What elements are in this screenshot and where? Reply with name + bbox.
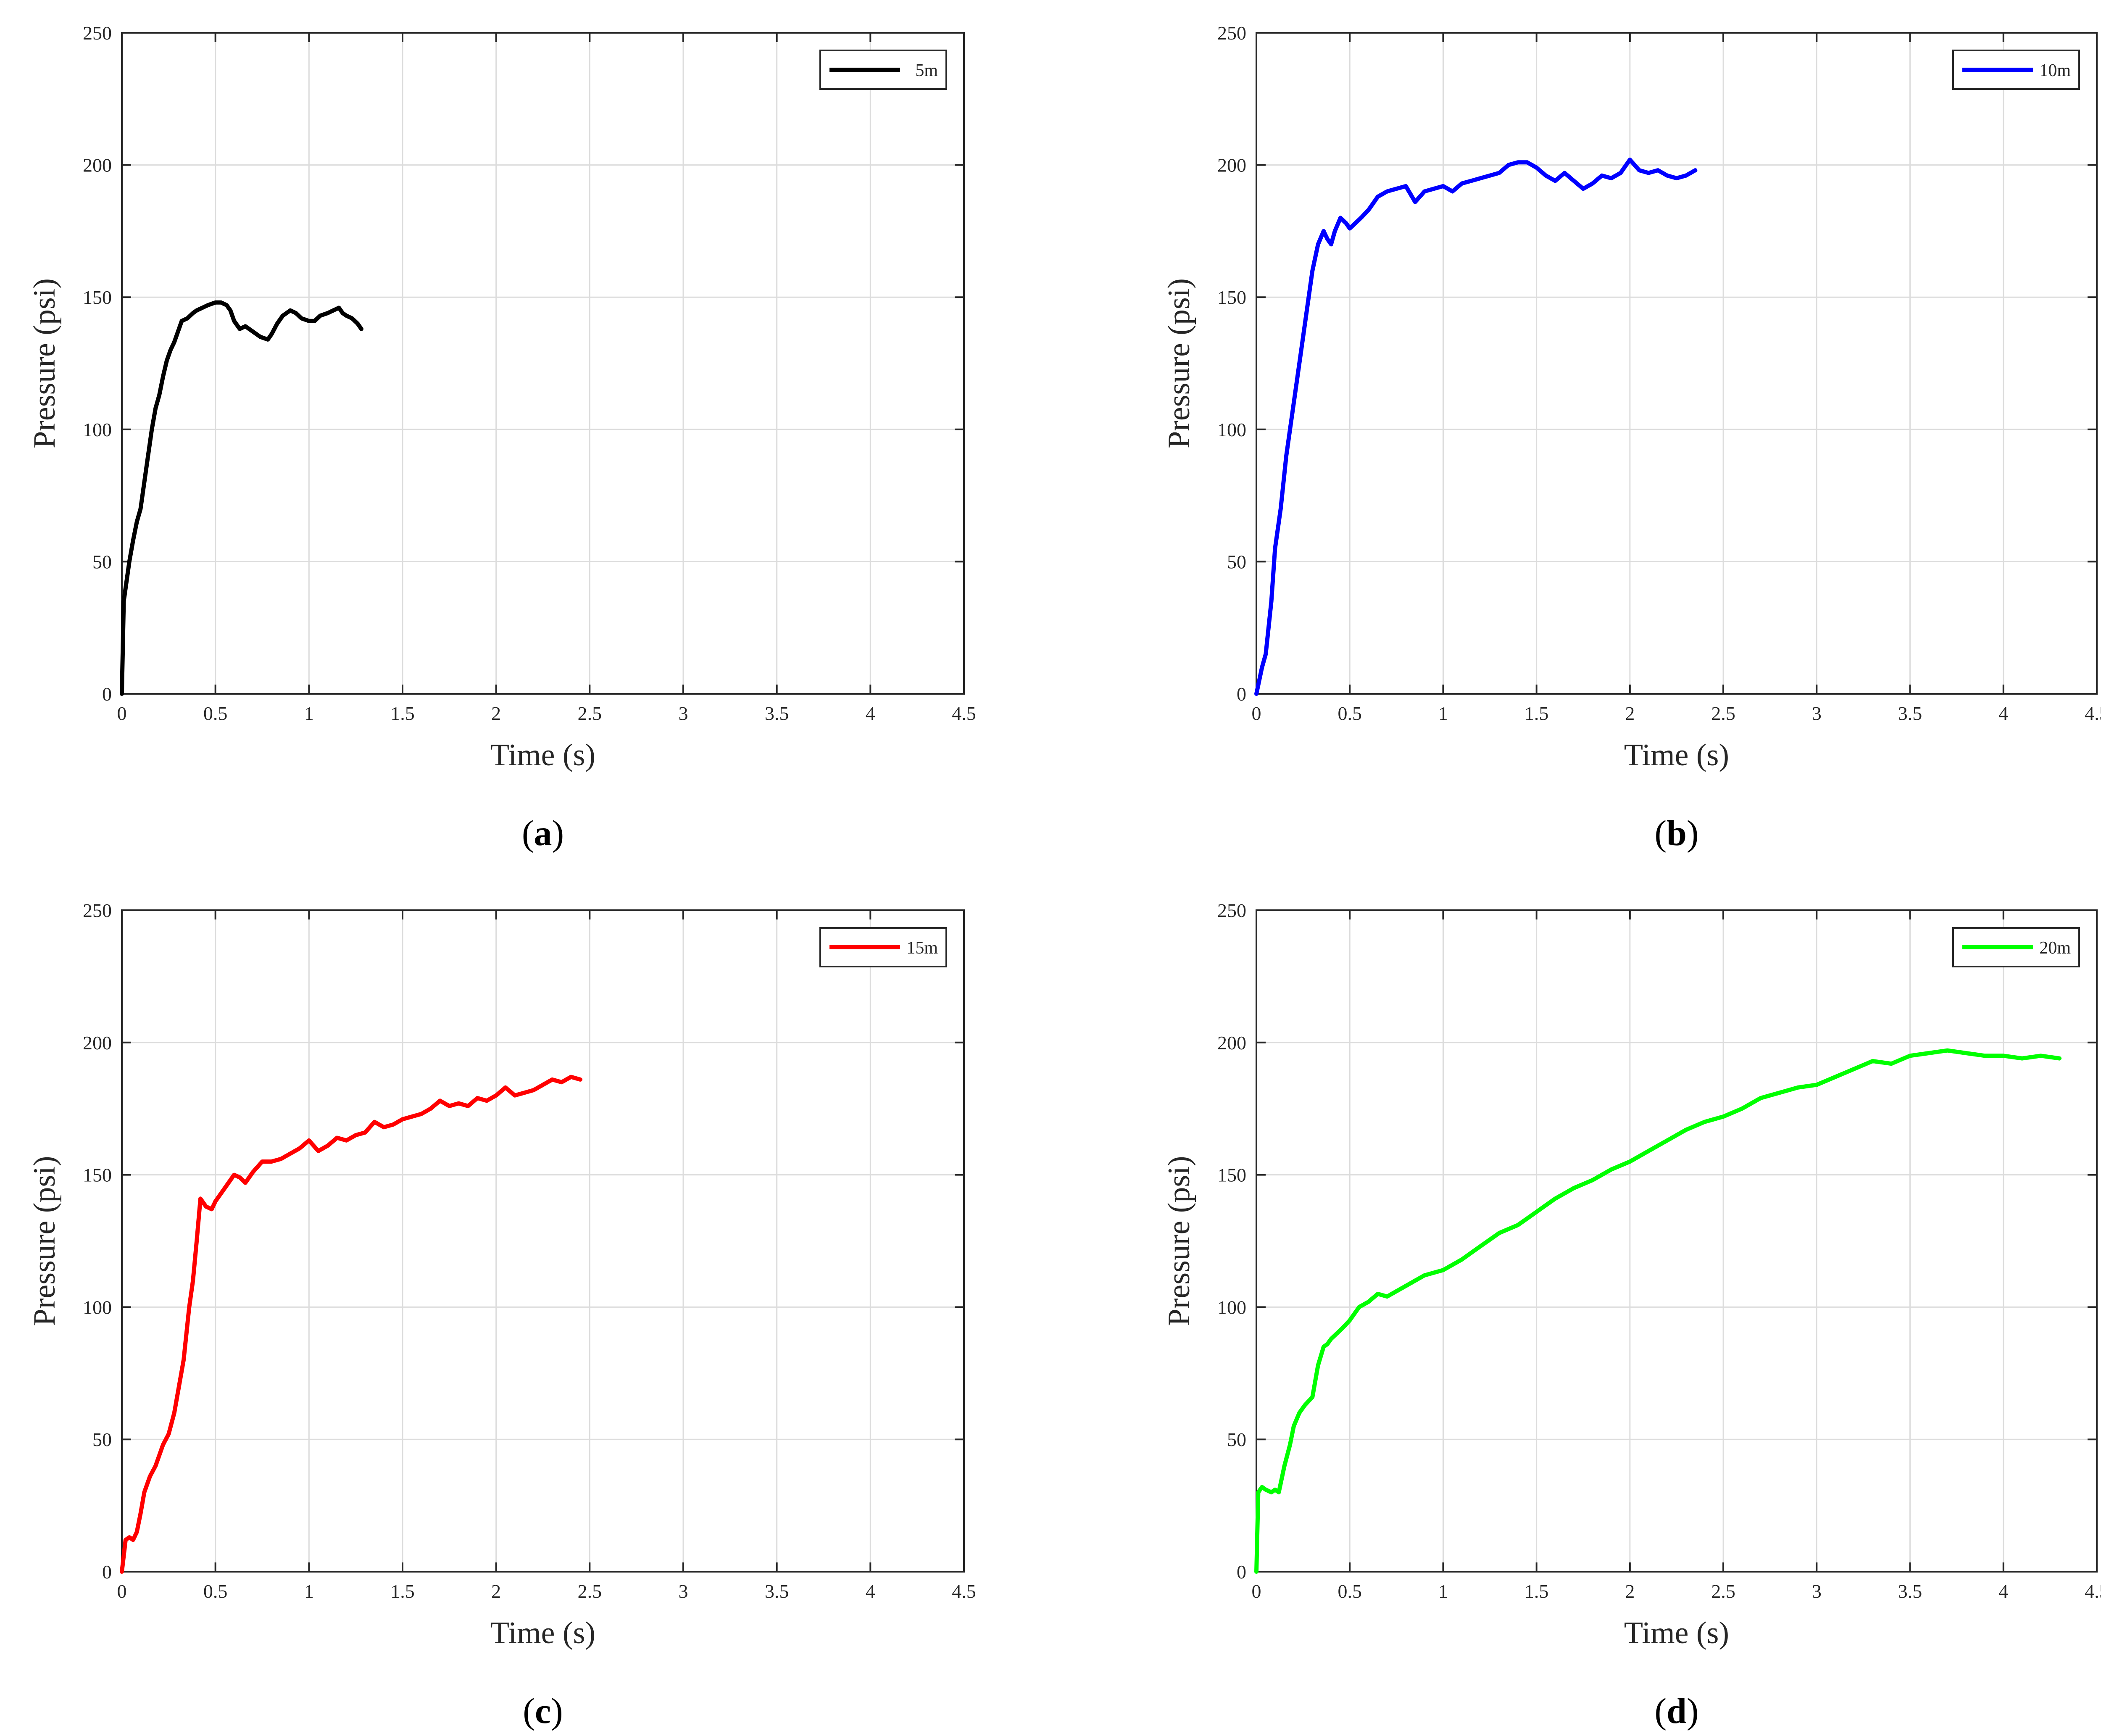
y-tick-label: 100 xyxy=(1217,419,1246,440)
x-tick-label: 2.5 xyxy=(578,1581,602,1602)
y-tick-label: 150 xyxy=(83,287,112,308)
x-axis-label: Time (s) xyxy=(1624,1616,1729,1650)
x-tick-label: 4 xyxy=(1998,703,2008,724)
x-tick-label: 3.5 xyxy=(1898,1581,1922,1602)
x-tick-label: 0.5 xyxy=(1337,1581,1362,1602)
x-tick-label: 1.5 xyxy=(390,703,415,724)
x-tick-label: 1 xyxy=(304,1581,314,1602)
series-line-15m xyxy=(120,1075,583,1574)
x-tick-label: 3.5 xyxy=(765,1581,789,1602)
series-line-20m xyxy=(1254,1048,2062,1574)
y-tick-label: 100 xyxy=(1217,1296,1246,1318)
x-axis-label: Time (s) xyxy=(1624,738,1729,772)
x-tick-label: 4 xyxy=(1998,1581,2008,1602)
panel-label: (b) xyxy=(1654,813,1698,853)
y-tick-label: 0 xyxy=(102,1561,112,1583)
x-tick-label: 2 xyxy=(491,703,501,724)
x-tick-label: 1 xyxy=(304,703,314,724)
x-tick-label: 2 xyxy=(1625,1581,1635,1602)
y-tick-label: 50 xyxy=(1227,551,1246,572)
plot-area xyxy=(121,32,965,695)
y-tick-label: 200 xyxy=(83,1032,112,1054)
x-tick-label: 1.5 xyxy=(1524,1581,1549,1602)
chart-panel-d: 0 0.5 1 1.5 2 2.5 3 3.5 4 4.5 0 50 100 150 200 250 Time … xyxy=(1162,900,2101,1731)
x-tick-label: 0 xyxy=(1252,703,1261,724)
chart-panel-c: 0 0.5 1 1.5 2 2.5 3 3.5 4 4.5 0 50 100 150 200 250 Time … xyxy=(27,900,976,1731)
y-tick-label: 200 xyxy=(83,155,112,176)
x-tick-label: 4.5 xyxy=(2085,1581,2101,1602)
legend-label: 15m xyxy=(906,938,938,958)
x-tick-label: 4.5 xyxy=(952,1581,976,1602)
legend-label: 5m xyxy=(915,61,938,80)
y-axis-label: Pressure (psi) xyxy=(1162,1156,1196,1326)
legend-label: 20m xyxy=(2039,938,2071,958)
x-tick-label: 1 xyxy=(1438,1581,1448,1602)
y-axis-label: Pressure (psi) xyxy=(27,1156,62,1326)
x-tick-label: 3 xyxy=(679,1581,688,1602)
y-tick-label: 250 xyxy=(1217,22,1246,44)
y-tick-label: 50 xyxy=(92,1429,112,1450)
x-tick-label: 2.5 xyxy=(1711,1581,1735,1602)
y-tick-label: 0 xyxy=(1237,1561,1246,1583)
y-tick-label: 200 xyxy=(1217,1032,1246,1054)
y-tick-label: 0 xyxy=(102,683,112,705)
panel-label: (c) xyxy=(523,1691,563,1731)
x-tick-label: 0 xyxy=(117,703,127,724)
y-tick-label: 250 xyxy=(83,22,112,44)
plot-area xyxy=(1256,32,2098,695)
x-tick-label: 2 xyxy=(1625,703,1635,724)
y-tick-label: 250 xyxy=(83,900,112,921)
y-tick-label: 0 xyxy=(1237,683,1246,705)
x-tick-label: 2.5 xyxy=(578,703,602,724)
y-tick-label: 200 xyxy=(1217,155,1246,176)
x-tick-label: 0.5 xyxy=(203,703,228,724)
x-tick-label: 3 xyxy=(1812,1581,1822,1602)
x-tick-label: 3 xyxy=(1812,703,1822,724)
y-tick-label: 250 xyxy=(1217,900,1246,921)
plot-area xyxy=(121,909,965,1573)
y-tick-label: 100 xyxy=(83,1296,112,1318)
x-tick-label: 0 xyxy=(117,1581,127,1602)
panel-label: (d) xyxy=(1654,1691,1698,1731)
chart-panel-a: 0 0.5 1 1.5 2 2.5 3 3.5 4 4.5 0 50 100 150 200 250 Time … xyxy=(27,22,976,853)
x-tick-label: 0.5 xyxy=(203,1581,228,1602)
y-tick-label: 50 xyxy=(92,551,112,572)
x-tick-label: 3.5 xyxy=(1898,703,1922,724)
x-tick-label: 2 xyxy=(491,1581,501,1602)
y-axis-label: Pressure (psi) xyxy=(27,278,62,448)
x-tick-label: 1.5 xyxy=(1524,703,1549,724)
legend-label: 10m xyxy=(2039,61,2071,80)
x-axis-label: Time (s) xyxy=(490,1616,595,1650)
x-axis-label: Time (s) xyxy=(490,738,595,772)
panel-label: (a) xyxy=(522,813,564,853)
x-tick-label: 4 xyxy=(866,1581,875,1602)
y-tick-label: 50 xyxy=(1227,1429,1246,1450)
x-tick-label: 0 xyxy=(1252,1581,1261,1602)
x-tick-label: 4.5 xyxy=(2085,703,2101,724)
series-line-10m xyxy=(1254,158,1698,696)
y-tick-label: 150 xyxy=(1217,1164,1246,1186)
series-line-5m xyxy=(120,300,363,696)
y-tick-label: 150 xyxy=(83,1164,112,1186)
x-tick-label: 1 xyxy=(1438,703,1448,724)
x-tick-label: 1.5 xyxy=(390,1581,415,1602)
x-tick-label: 0.5 xyxy=(1337,703,1362,724)
plot-area xyxy=(1256,909,2098,1573)
x-tick-label: 3.5 xyxy=(765,703,789,724)
x-tick-label: 2.5 xyxy=(1711,703,1735,724)
y-tick-label: 100 xyxy=(83,419,112,440)
x-tick-label: 4.5 xyxy=(952,703,976,724)
y-tick-label: 150 xyxy=(1217,287,1246,308)
chart-panel-b: 0 0.5 1 1.5 2 2.5 3 3.5 4 4.5 0 50 100 150 200 250 Time … xyxy=(1162,22,2101,853)
y-axis-label: Pressure (psi) xyxy=(1162,278,1196,448)
x-tick-label: 4 xyxy=(866,703,875,724)
x-tick-label: 3 xyxy=(679,703,688,724)
